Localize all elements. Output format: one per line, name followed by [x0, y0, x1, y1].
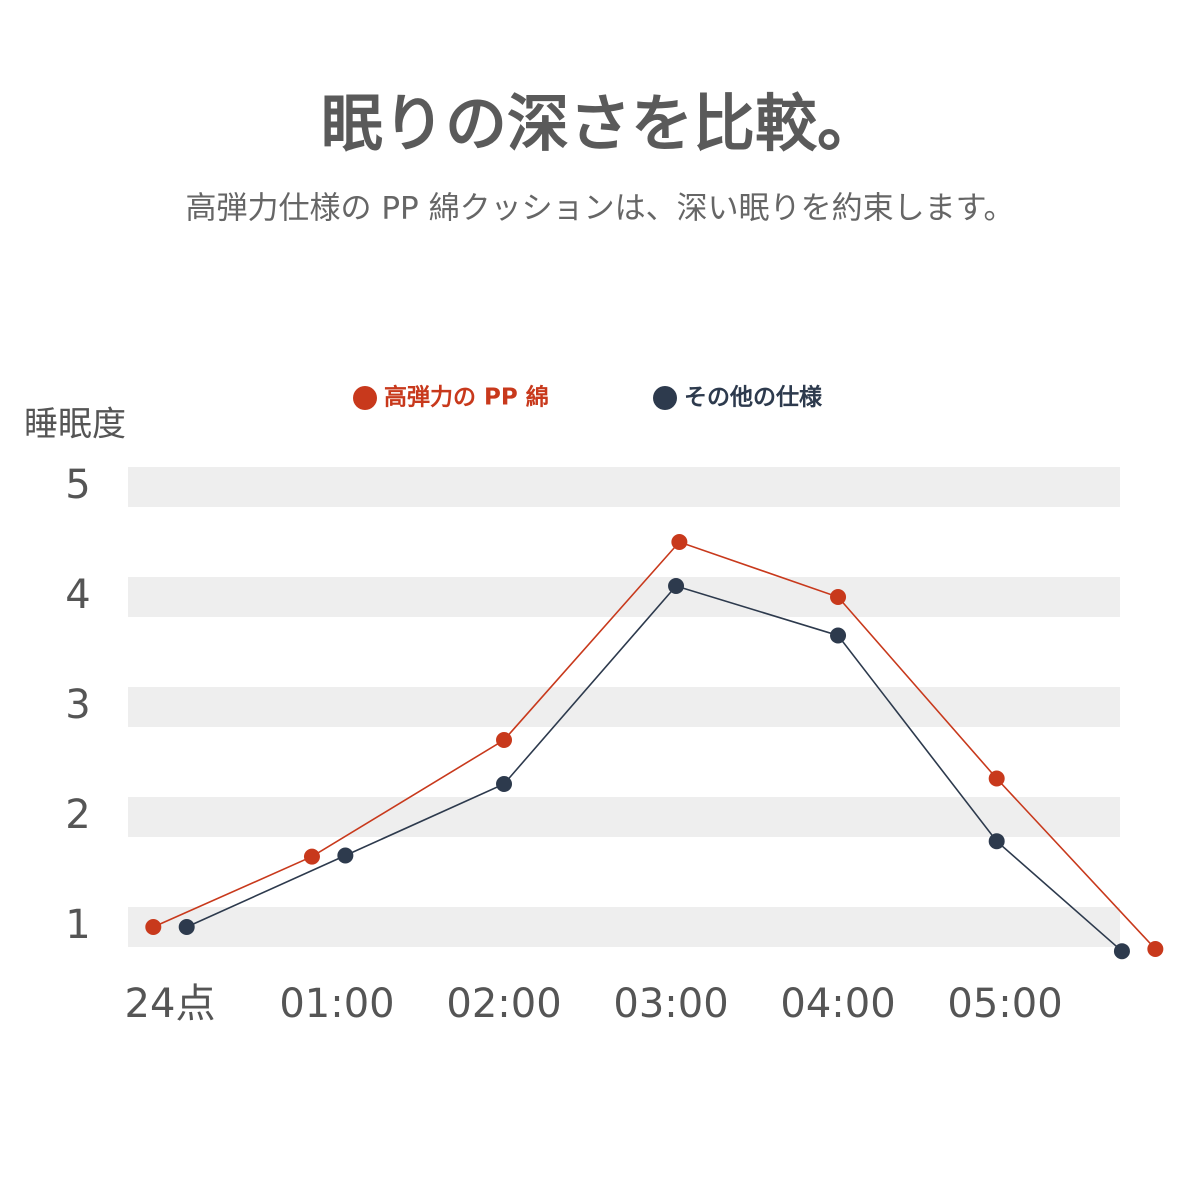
legend-label: 高弾力の PP 綿 [384, 384, 549, 411]
y-tick-label: 1 [65, 902, 90, 948]
grid-band [128, 467, 1120, 507]
data-point [671, 534, 688, 550]
x-tick-label: 24点 [125, 981, 216, 1027]
y-axis-label: 睡眠度 [24, 405, 126, 445]
data-point [988, 833, 1005, 850]
grid-band [128, 577, 1120, 617]
data-point [337, 847, 354, 864]
data-point [988, 770, 1005, 787]
x-tick-label: 03:00 [613, 981, 728, 1027]
x-tick-label: 05:00 [947, 981, 1062, 1027]
grid-band [128, 907, 1120, 947]
chart-subtitle: 高弾力仕様の PP 綿クッションは、深い眠りを約束します。 [186, 191, 1015, 227]
legend-marker [653, 386, 677, 410]
legend-marker [353, 386, 377, 410]
data-point [1147, 941, 1164, 957]
data-point [830, 589, 847, 605]
y-tick-label: 4 [65, 572, 90, 618]
legend-label: その他の仕様 [684, 384, 823, 411]
chart-title: 眠りの深さを比較。 [321, 87, 879, 160]
x-tick-label: 01:00 [279, 981, 394, 1027]
data-point [830, 627, 847, 644]
grid-band [128, 797, 1120, 837]
x-tick-label: 04:00 [780, 981, 895, 1027]
data-point [496, 776, 513, 792]
data-point [303, 848, 320, 865]
data-point [668, 578, 685, 594]
series-line [186, 585, 1123, 952]
y-tick-label: 3 [65, 682, 90, 728]
x-tick-label: 02:00 [446, 981, 561, 1027]
data-point [145, 919, 162, 935]
data-point [178, 919, 195, 935]
data-point [1113, 943, 1130, 960]
data-point [496, 732, 513, 748]
y-tick-label: 5 [65, 462, 90, 508]
grid-band [128, 687, 1120, 727]
y-tick-label: 2 [65, 792, 90, 838]
